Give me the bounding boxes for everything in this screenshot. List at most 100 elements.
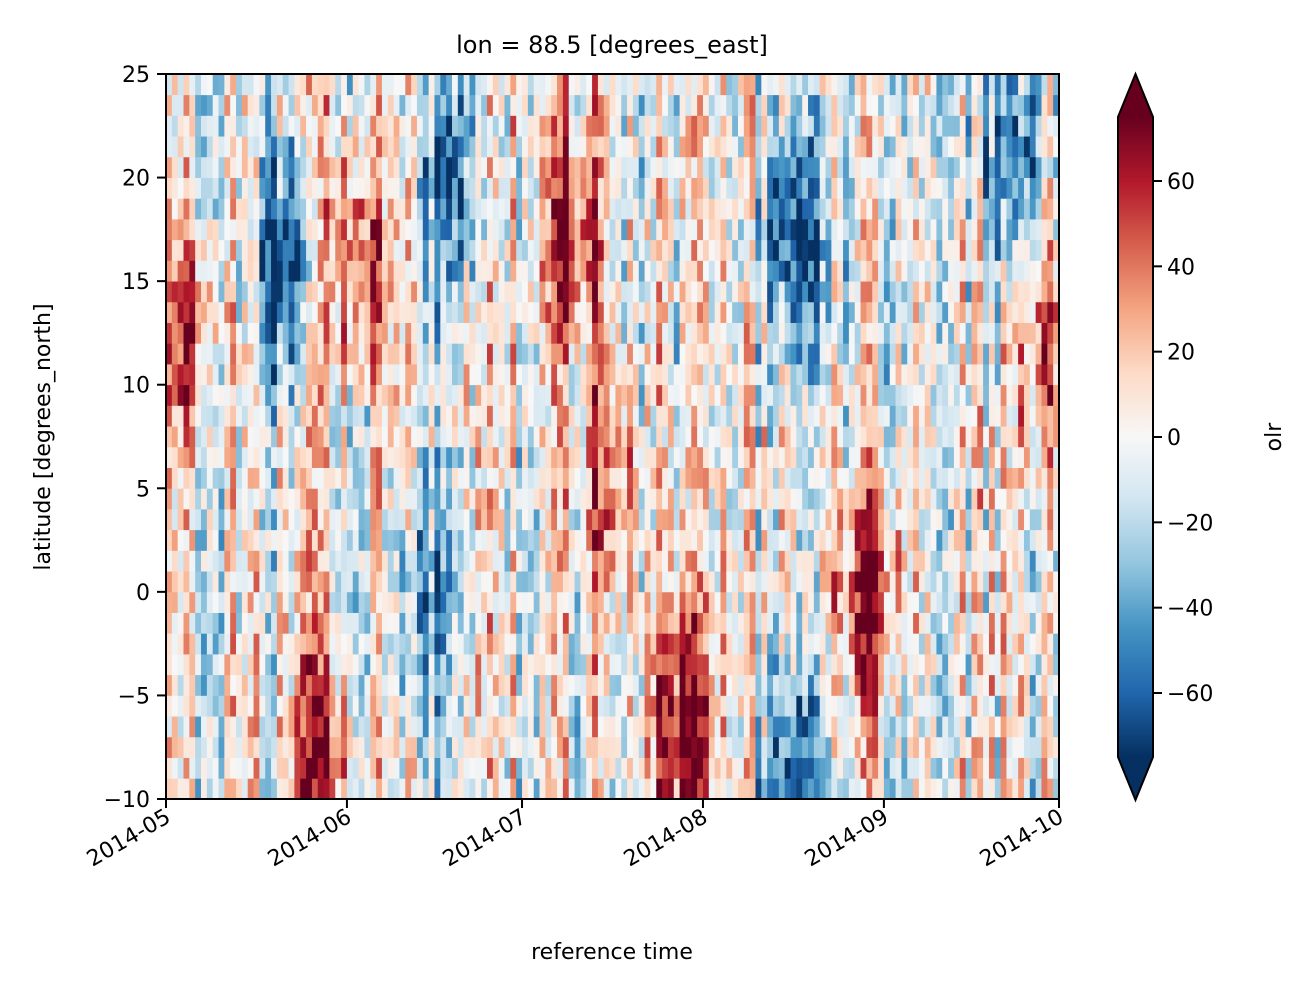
heatmap-cell xyxy=(399,115,406,137)
heatmap-cell xyxy=(685,488,692,510)
heatmap-cell xyxy=(761,509,768,531)
heatmap-cell xyxy=(784,446,791,468)
heatmap-cell xyxy=(510,591,517,613)
heatmap-cell xyxy=(481,446,488,468)
heatmap-cell xyxy=(171,260,179,282)
heatmap-cell xyxy=(259,695,266,717)
heatmap-cell xyxy=(813,301,821,323)
heatmap-cell xyxy=(574,716,581,738)
heatmap-cell xyxy=(790,736,797,758)
heatmap-cell xyxy=(335,612,342,634)
heatmap-cell xyxy=(236,364,243,386)
heatmap-cell xyxy=(487,674,494,696)
heatmap-cell xyxy=(335,674,342,696)
heatmap-cell xyxy=(195,716,202,738)
heatmap-cell xyxy=(457,177,465,199)
heatmap-cell xyxy=(883,219,891,241)
heatmap-cell xyxy=(743,239,751,261)
heatmap-cell xyxy=(457,674,465,696)
heatmap-cell xyxy=(755,633,762,655)
heatmap-cell xyxy=(551,633,558,655)
heatmap-cell xyxy=(282,716,289,738)
heatmap-cell xyxy=(276,716,284,738)
heatmap-cell xyxy=(393,156,400,178)
heatmap-cell xyxy=(650,384,657,406)
heatmap-cell xyxy=(732,364,739,386)
heatmap-cell xyxy=(638,405,645,427)
heatmap-cell xyxy=(376,446,383,468)
heatmap-cell xyxy=(259,509,266,531)
heatmap-cell xyxy=(737,716,745,738)
heatmap-cell xyxy=(994,446,1002,468)
heatmap-cell xyxy=(440,281,447,303)
heatmap-cell xyxy=(901,136,908,158)
heatmap-cell xyxy=(522,612,529,634)
heatmap-cell xyxy=(597,736,605,758)
heatmap-cell xyxy=(685,136,692,158)
heatmap-cell xyxy=(393,488,400,510)
heatmap-cell xyxy=(551,384,558,406)
heatmap-cell xyxy=(924,74,931,96)
heatmap-cell xyxy=(405,177,412,199)
heatmap-cell xyxy=(895,571,902,593)
heatmap-cell xyxy=(446,778,453,800)
heatmap-cell xyxy=(422,612,430,634)
heatmap-cell xyxy=(697,509,704,531)
heatmap-cell xyxy=(562,177,570,199)
heatmap-cell xyxy=(259,633,266,655)
heatmap-cell xyxy=(883,156,891,178)
heatmap-cell xyxy=(352,260,360,282)
heatmap-cell xyxy=(487,281,494,303)
heatmap-cell xyxy=(341,612,348,634)
heatmap-cell xyxy=(936,446,943,468)
heatmap-cell xyxy=(212,591,219,613)
heatmap-cell xyxy=(533,612,540,634)
heatmap-cell xyxy=(883,94,891,116)
heatmap-cell xyxy=(778,550,786,572)
heatmap-cell xyxy=(732,591,739,613)
heatmap-cell xyxy=(405,239,412,261)
heatmap-cell xyxy=(878,778,885,800)
heatmap-cell xyxy=(808,219,815,241)
heatmap-cell xyxy=(539,219,546,241)
heatmap-cell xyxy=(253,591,260,613)
heatmap-cell xyxy=(300,509,307,531)
heatmap-cell xyxy=(755,674,762,696)
heatmap-cell xyxy=(743,156,751,178)
heatmap-cell xyxy=(586,198,593,220)
heatmap-cell xyxy=(615,467,622,489)
heatmap-cell xyxy=(411,591,418,613)
heatmap-cell xyxy=(416,198,424,220)
heatmap-cell xyxy=(615,571,622,593)
heatmap-cell xyxy=(714,467,721,489)
heatmap-cell xyxy=(854,301,861,323)
heatmap-cell xyxy=(656,467,663,489)
heatmap-cell xyxy=(918,654,926,676)
heatmap-cell xyxy=(434,529,441,551)
heatmap-cell xyxy=(492,405,500,427)
heatmap-cell xyxy=(265,384,272,406)
heatmap-cell xyxy=(218,405,225,427)
heatmap-cell xyxy=(247,695,254,717)
heatmap-cell xyxy=(276,177,284,199)
heatmap-cell xyxy=(918,322,926,344)
heatmap-cell xyxy=(691,239,698,261)
heatmap-cell xyxy=(341,716,348,738)
heatmap-cell xyxy=(288,219,295,241)
heatmap-cell xyxy=(901,74,908,96)
heatmap-cell xyxy=(819,426,826,448)
heatmap-cell xyxy=(971,115,978,137)
heatmap-cell xyxy=(300,654,307,676)
heatmap-cell xyxy=(236,426,243,448)
heatmap-cell xyxy=(988,405,996,427)
heatmap-cell xyxy=(819,136,826,158)
heatmap-cell xyxy=(656,446,663,468)
heatmap-cell xyxy=(451,239,459,261)
heatmap-cell xyxy=(236,384,243,406)
heatmap-cell xyxy=(708,446,716,468)
heatmap-cell xyxy=(924,778,931,800)
heatmap-cell xyxy=(708,736,716,758)
heatmap-cell xyxy=(597,509,605,531)
heatmap-cell xyxy=(953,322,961,344)
heatmap-cell xyxy=(504,778,511,800)
